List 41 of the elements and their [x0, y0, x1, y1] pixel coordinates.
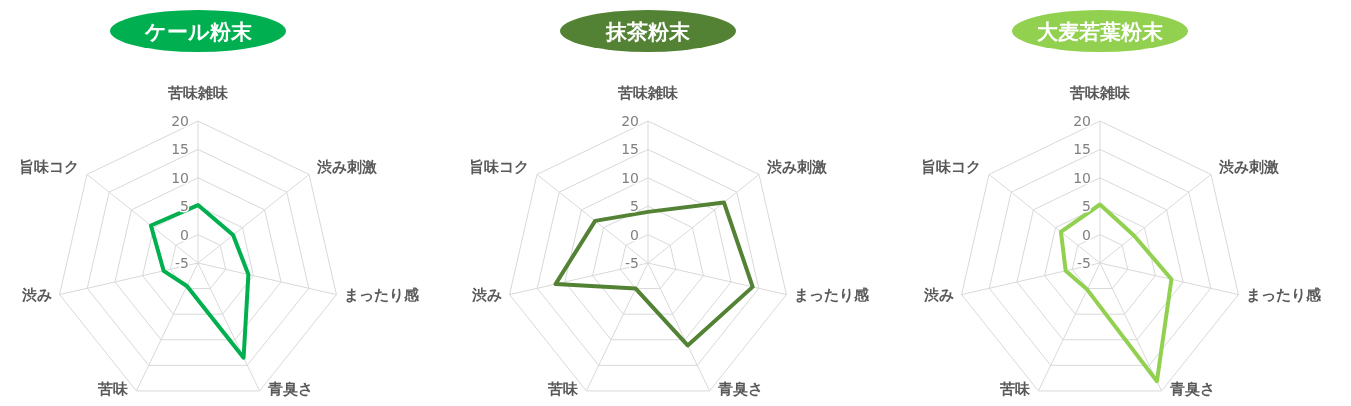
y-tick-label: -5: [625, 255, 639, 271]
y-tick-label: 5: [1082, 198, 1091, 215]
spoke-label: 苦味雑味: [1069, 84, 1131, 102]
spoke-label: 渋み刺激: [766, 158, 829, 177]
y-tick-label: 15: [621, 141, 639, 158]
y-tick-label: 15: [171, 141, 189, 158]
spoke-label: 旨味コク: [920, 158, 981, 177]
spoke-label: 旨味コク: [18, 158, 79, 177]
spoke-label: 苦味: [547, 379, 580, 398]
spoke-label: 苦味: [97, 379, 130, 398]
y-tick-label: 20: [171, 113, 189, 129]
y-tick-label: 0: [180, 226, 189, 243]
spoke-label: 渋み刺激: [316, 158, 379, 177]
chart-title: ケール粉末: [143, 20, 253, 44]
spoke-label: まったり感: [1246, 285, 1323, 304]
y-tick-label: 10: [621, 169, 639, 186]
spoke-label: 苦味雑味: [617, 84, 679, 102]
spoke-label: 青臭さ: [1168, 379, 1215, 398]
spoke-label: 渋み刺激: [1218, 158, 1281, 177]
y-tick-label: -5: [1077, 255, 1091, 271]
y-tick-label: 5: [630, 198, 639, 215]
chart-title: 大麦若葉粉末: [1037, 20, 1164, 44]
spoke-label: 渋み: [922, 285, 954, 304]
y-tick-label: 10: [1073, 169, 1091, 186]
spoke-label: 青臭さ: [266, 379, 313, 398]
spoke-label: 苦味: [999, 379, 1032, 398]
chart-title: 抹茶粉末: [605, 20, 691, 44]
y-tick-label: 20: [1073, 113, 1091, 129]
spoke-label: 青臭さ: [716, 379, 763, 398]
spoke-label: 渋み: [20, 285, 52, 304]
spoke-label: 苦味雑味: [167, 84, 229, 102]
spoke-label: まったり感: [794, 285, 871, 304]
y-tick-label: 20: [621, 113, 639, 129]
y-tick-label: 0: [630, 226, 639, 243]
spoke-label: 旨味コク: [468, 158, 529, 177]
y-tick-label: 15: [1073, 141, 1091, 158]
y-tick-label: 10: [171, 169, 189, 186]
y-tick-label: 0: [1082, 226, 1091, 243]
spoke-label: まったり感: [344, 285, 421, 304]
spoke-label: 渋み: [470, 285, 502, 304]
y-tick-label: -5: [175, 255, 189, 271]
